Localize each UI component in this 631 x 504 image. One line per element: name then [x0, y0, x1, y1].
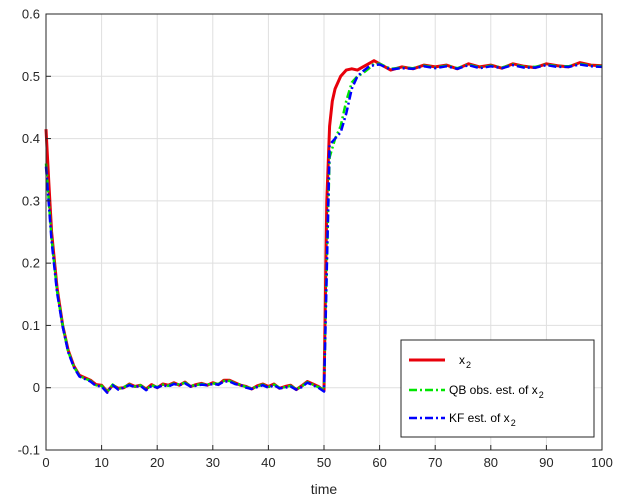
- y-tick-label: 0.4: [22, 131, 40, 146]
- x-tick-label: 60: [372, 455, 386, 470]
- x-tick-label: 80: [484, 455, 498, 470]
- legend-label-3: KF est. of x2: [449, 411, 516, 428]
- x-axis-label: time: [311, 481, 338, 497]
- legend-label-1: x2: [459, 353, 471, 370]
- legend-label-subscript: 2: [511, 418, 516, 428]
- y-tick-label: 0.3: [22, 193, 40, 208]
- x-tick-label: 50: [317, 455, 331, 470]
- legend-label-subscript: 2: [539, 390, 544, 400]
- x-tick-label: 40: [261, 455, 275, 470]
- y-axis-ticks: -0.1 0 0.1 0.2 0.3 0.4 0.5 0.6: [18, 7, 51, 458]
- series-line-3: [44, 63, 603, 394]
- y-tick-label: 0.6: [22, 7, 40, 22]
- y-tick-label: 0: [33, 380, 40, 395]
- legend-label-subscript: 2: [466, 360, 471, 370]
- series-layer: [44, 59, 603, 394]
- x-tick-label: 20: [150, 455, 164, 470]
- y-tick-label: 0.5: [22, 69, 40, 84]
- y-tick-label: 0.2: [22, 256, 40, 271]
- legend-box: [400, 339, 595, 438]
- x-tick-label: 10: [94, 455, 108, 470]
- x-axis-ticks: 0 10 20 30 40 50 60 70 80 90 100: [42, 445, 613, 470]
- legend-label-text: KF est. of x: [449, 411, 510, 425]
- x-tick-label: 0: [42, 455, 49, 470]
- legend-label-text: QB obs. est. of x: [449, 383, 538, 397]
- x-tick-label: 70: [428, 455, 442, 470]
- x-tick-label: 100: [591, 455, 613, 470]
- y-tick-label: 0.1: [22, 318, 40, 333]
- legend-label-text: x: [459, 353, 465, 367]
- x-tick-label: 90: [539, 455, 553, 470]
- y-tick-label: -0.1: [18, 443, 40, 458]
- legend-label-2: QB obs. est. of x2: [449, 383, 544, 400]
- x-tick-label: 30: [206, 455, 220, 470]
